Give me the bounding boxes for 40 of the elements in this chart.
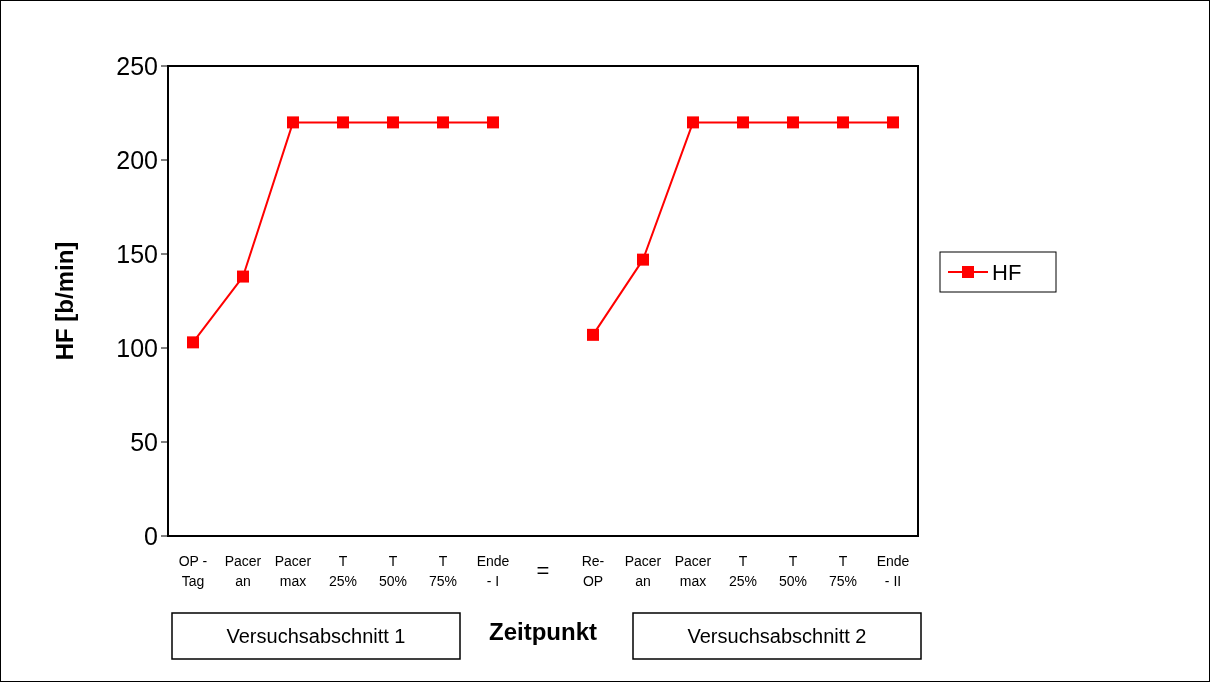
x-tick-label: Ende - II [876, 553, 910, 589]
point [237, 270, 249, 283]
y-tick-label: 250 [116, 51, 158, 80]
x-tick-label: T 50% [778, 553, 808, 589]
point [187, 336, 199, 349]
x-tick-label: = [536, 558, 550, 583]
x-tick-label: Pacer an [624, 553, 662, 589]
text: Versuchsabschnitt 2 [687, 625, 867, 647]
x-tick-label: Pacer an [224, 553, 262, 589]
x-tick-label: Pacer max [674, 553, 712, 589]
y-tick-label: 50 [130, 427, 158, 456]
point [437, 116, 449, 129]
point [787, 116, 799, 129]
x-tick-label: Re- OP [581, 553, 605, 589]
point [487, 116, 499, 129]
x-tick-label: T 25% [328, 553, 358, 589]
point [587, 328, 599, 341]
y-tick-label: 0 [144, 521, 158, 550]
text: Versuchsabschnitt 1 [226, 625, 406, 647]
y-tick-label: 150 [116, 239, 158, 268]
legend-label: HF [992, 259, 1022, 285]
point [687, 116, 699, 129]
x-tick-label: T 75% [828, 553, 858, 589]
x-tick-label: Pacer max [274, 553, 312, 589]
point [887, 116, 899, 129]
x-axis-title: Zeitpunkt [489, 618, 597, 645]
x-tick-label: T 75% [428, 553, 458, 589]
point [637, 253, 649, 266]
x-tick-label: OP - Tag [178, 553, 208, 589]
x-tick-label: T 50% [378, 553, 408, 589]
point [737, 116, 749, 129]
y-tick-label: 200 [116, 145, 158, 174]
x-tick-label: Ende - I [476, 553, 510, 589]
y-tick-label: 100 [116, 333, 158, 362]
y-axis-title: HF [b/min] [51, 241, 78, 361]
point [287, 116, 299, 129]
point [837, 116, 849, 129]
x-tick-label: T 25% [728, 553, 758, 589]
point [387, 116, 399, 129]
point [337, 116, 349, 129]
